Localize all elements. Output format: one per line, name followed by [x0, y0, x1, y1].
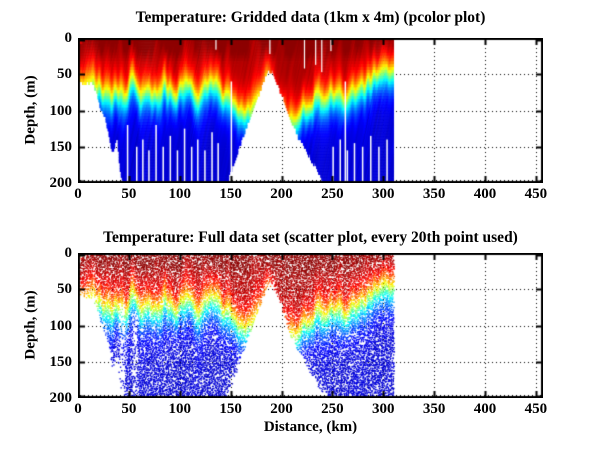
x-tick-label: 250	[321, 401, 344, 417]
x-tick-label: 450	[524, 401, 548, 417]
x-tick-label: 350	[422, 401, 446, 417]
y-tick-label: 200	[49, 175, 73, 191]
y-tick-label: 0	[64, 245, 73, 261]
pcolor-plot-title: Temperature: Gridded data (1km x 4m) (pc…	[135, 9, 486, 26]
pcolor-plot-canvas	[78, 38, 543, 183]
x-tick-label: 250	[321, 186, 344, 202]
x-tick-label: 300	[372, 401, 395, 417]
y-tick-label: 50	[57, 281, 72, 298]
x-tick-label: 50	[121, 401, 137, 417]
x-tick-label: 350	[422, 186, 446, 202]
y-tick-label: 50	[57, 66, 72, 83]
x-tick-label: 150	[219, 186, 242, 202]
x-tick-label: 0	[74, 186, 82, 202]
x-tick-label: 200	[270, 401, 293, 417]
x-tick-label: 200	[270, 186, 293, 202]
x-tick-label: 400	[473, 401, 497, 417]
x-tick-label: 150	[219, 401, 242, 417]
y-tick-label: 100	[49, 102, 73, 119]
scatter-plot-title: Temperature: Full data set (scatter plot…	[103, 229, 518, 246]
y-tick-label: 200	[49, 390, 73, 406]
scatter-plot-canvas	[78, 253, 543, 398]
x-tick-label: 300	[372, 186, 395, 202]
x-axis-label: Distance, (km)	[263, 419, 358, 435]
x-tick-label: 400	[473, 186, 497, 202]
x-tick-label: 100	[168, 401, 192, 417]
x-tick-label: 100	[168, 186, 192, 202]
x-tick-label: 0	[74, 401, 82, 417]
y-tick-label: 0	[64, 30, 73, 46]
y-tick-label: 150	[49, 353, 73, 370]
x-tick-label: 450	[524, 186, 548, 202]
x-tick-label: 50	[121, 186, 137, 202]
y-tick-label: 100	[49, 317, 73, 334]
y-tick-label: 150	[49, 138, 73, 155]
